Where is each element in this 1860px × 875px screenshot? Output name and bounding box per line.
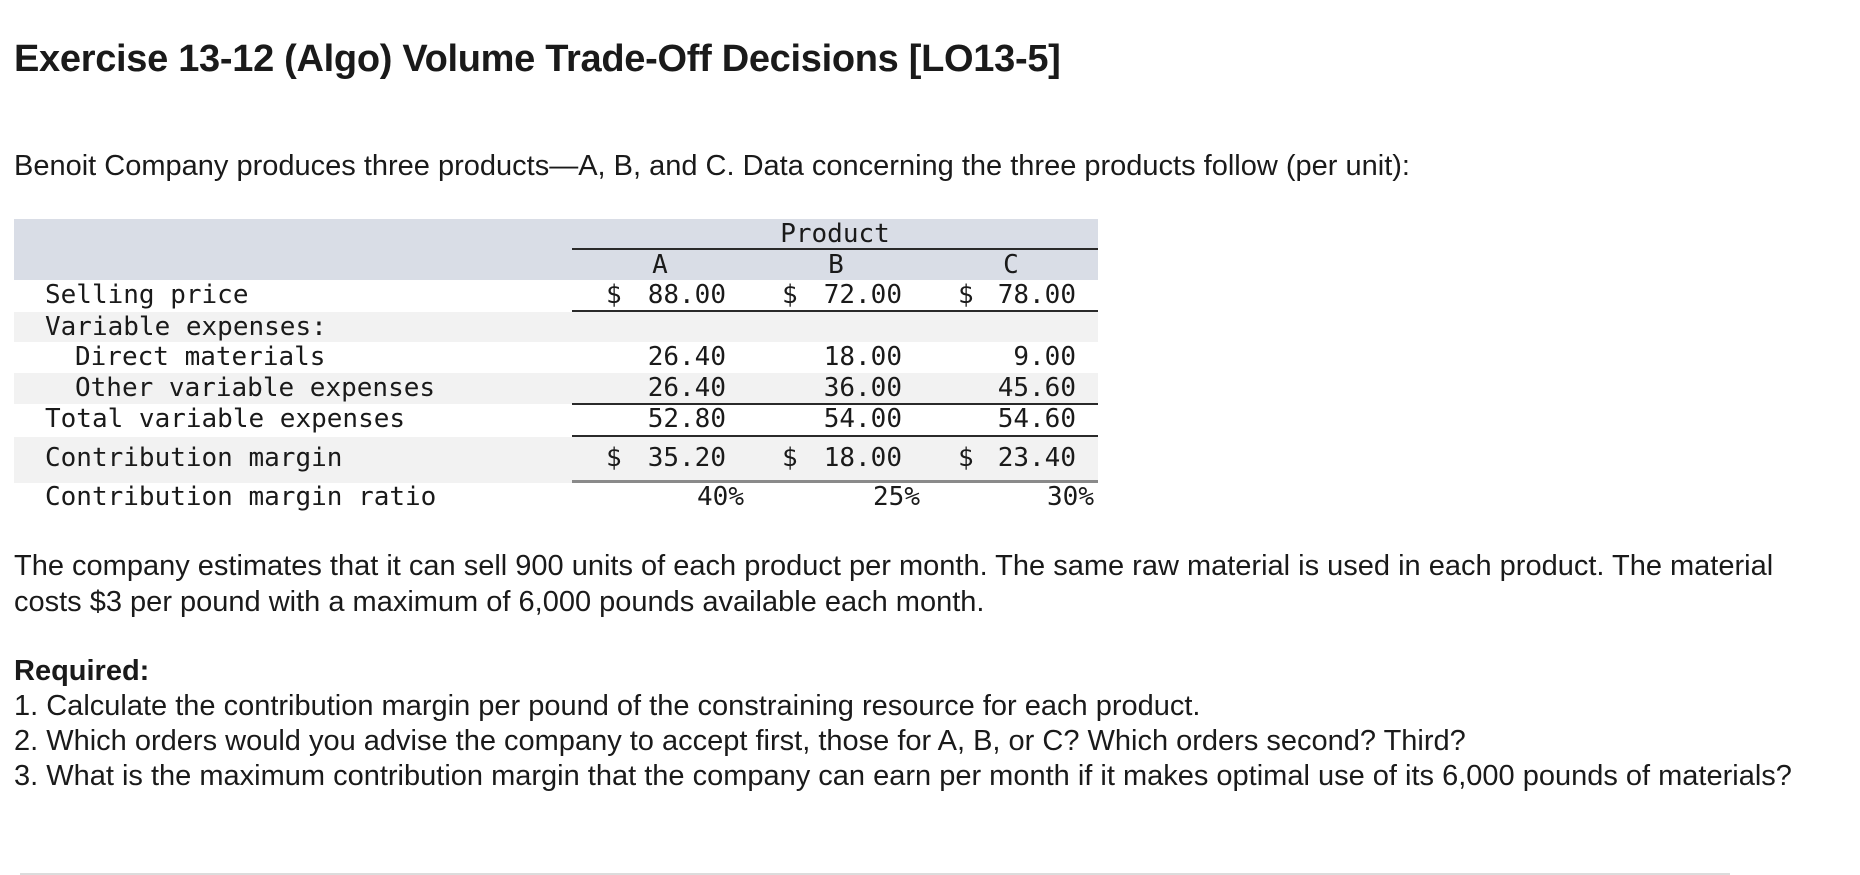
row-label: Other variable expenses — [75, 373, 436, 403]
row-underline — [572, 310, 1098, 312]
currency-symbol: $ — [782, 443, 798, 473]
currency-symbol: $ — [606, 443, 622, 473]
row-label: Total variable expenses — [45, 404, 406, 434]
table-row-contribution-margin-ratio: Contribution margin ratio 40% 25% 30% — [45, 482, 1094, 512]
row-label: Contribution margin — [45, 443, 343, 473]
required-heading: Required: — [14, 655, 150, 687]
table-row-direct-materials: Direct materials 26.40 18.00 9.00 — [75, 342, 1076, 372]
product-group-header: Product — [780, 219, 890, 249]
column-header-b: B — [828, 250, 844, 280]
row-label: Direct materials — [75, 342, 326, 372]
required-item-1: 1. Calculate the contribution margin per… — [14, 690, 1201, 722]
row-underline — [572, 435, 1098, 437]
column-header-a: A — [652, 250, 668, 280]
estimate-paragraph: The company estimates that it can sell 9… — [14, 550, 1774, 618]
currency-symbol: $ — [782, 280, 798, 310]
table-row-total-variable-expenses: Total variable expenses 52.80 54.00 54.6… — [14, 404, 1098, 437]
page-title: Exercise 13-12 (Algo) Volume Trade-Off D… — [14, 38, 1061, 80]
row-underline — [572, 403, 1098, 405]
required-item-2: 2. Which orders would you advise the com… — [14, 725, 1466, 757]
currency-symbol: $ — [958, 443, 974, 473]
header-underline — [572, 248, 1098, 250]
currency-symbol: $ — [958, 280, 974, 310]
intro-text: Benoit Company produces three products—A… — [14, 150, 1410, 182]
table-row-selling-price: Selling price $88.00 $72.00 $78.00 — [14, 280, 1098, 312]
table-group-header-row: Product — [14, 219, 1098, 250]
product-data-table: Product A B C Selling price $88.00 $72.0… — [14, 219, 1098, 517]
table-column-header-row: A B C — [14, 250, 1098, 280]
required-section: Required: 1. Calculate the contribution … — [14, 654, 1844, 794]
table-row-other-variable-expenses: Other variable expenses 26.40 36.00 45.6… — [14, 373, 1098, 405]
table-row-contribution-margin: Contribution margin $35.20 $18.00 $23.40 — [14, 437, 1098, 483]
table-row-variable-expenses: Variable expenses: — [14, 312, 1098, 342]
row-label: Contribution margin ratio — [45, 482, 437, 512]
double-underline — [572, 480, 1098, 483]
required-item-3: 3. What is the maximum contribution marg… — [14, 760, 1792, 792]
row-label: Variable expenses: — [45, 312, 327, 342]
column-header-c: C — [1003, 250, 1019, 280]
row-label: Selling price — [45, 280, 249, 310]
currency-symbol: $ — [606, 280, 622, 310]
